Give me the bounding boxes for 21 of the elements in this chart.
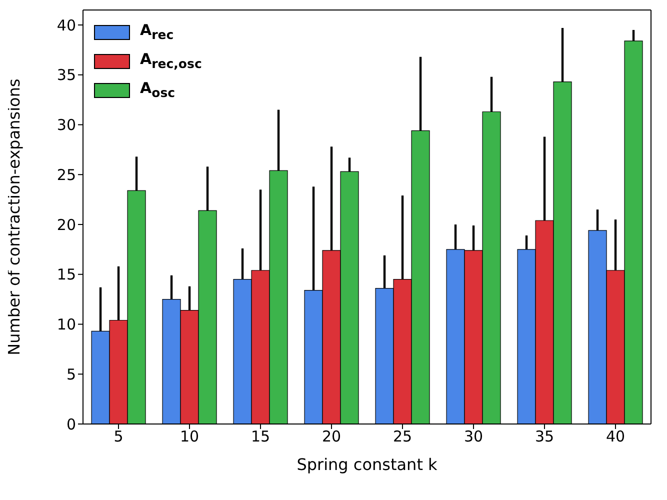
x-axis-title: Spring constant k <box>296 455 438 474</box>
x-tick-label: 15 <box>250 428 270 446</box>
y-tick-label: 5 <box>66 365 76 384</box>
y-tick-label: 0 <box>66 415 76 434</box>
x-tick-label: 30 <box>464 428 484 446</box>
y-tick-label: 35 <box>56 66 76 84</box>
legend-label: A$_{rec,osc}$ <box>140 49 202 73</box>
y-tick-label: 20 <box>56 216 76 234</box>
y-tick-label: 40 <box>56 16 76 34</box>
x-tick-label: 10 <box>180 428 200 446</box>
legend-label: A$_{osc}$ <box>140 78 176 102</box>
legend-label: A$_{rec}$ <box>140 20 174 44</box>
y-tick-label: 10 <box>56 316 76 334</box>
y-tick-label: 15 <box>56 266 76 284</box>
x-tick-label: 20 <box>322 428 342 446</box>
x-tick-label: 35 <box>534 428 554 446</box>
y-tick-label: 30 <box>56 116 76 134</box>
x-tick-label: 5 <box>114 428 124 446</box>
y-tick-label: 25 <box>56 166 76 184</box>
x-tick-label: 25 <box>392 428 412 446</box>
x-tick-label: 40 <box>606 428 626 446</box>
